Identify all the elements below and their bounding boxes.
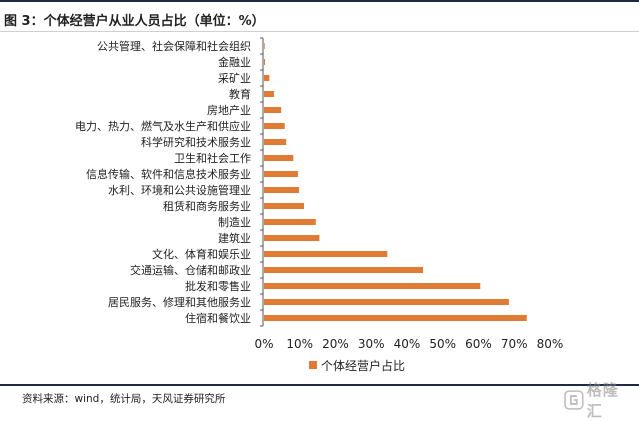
source-note: 资料来源：wind，统计局，天风证券研究所	[22, 393, 226, 405]
category-label: 教育	[229, 87, 251, 101]
bar	[264, 235, 320, 241]
bar-chart: 公共管理、社会保障和社会组织金融业采矿业教育房地产业电力、热力、燃气及水生产和供…	[75, 37, 564, 373]
bar	[264, 155, 294, 161]
bar	[264, 43, 265, 49]
bar	[264, 251, 388, 257]
watermark-text: 格隆汇	[586, 381, 619, 420]
x-tick-label: 70%	[501, 337, 528, 351]
x-tick-label: 50%	[429, 337, 456, 351]
bar	[264, 139, 287, 145]
bar	[264, 171, 298, 177]
category-label: 交通运输、仓储和邮政业	[130, 263, 251, 277]
bar	[264, 283, 481, 289]
bar	[264, 299, 509, 305]
gelonghui-logo-icon	[564, 390, 584, 410]
category-label: 批发和零售业	[185, 279, 251, 293]
bar	[264, 267, 424, 273]
bottom-rule	[0, 384, 639, 386]
bar	[264, 91, 275, 97]
category-label: 租赁和商务服务业	[163, 199, 251, 213]
bar	[264, 187, 300, 193]
category-label: 住宿和餐饮业	[185, 311, 251, 325]
category-label: 卫生和社会工作	[174, 151, 251, 165]
category-label: 电力、热力、燃气及水生产和供应业	[75, 119, 251, 133]
category-label: 居民服务、修理和其他服务业	[108, 295, 251, 309]
top-rule	[0, 0, 639, 2]
bar	[264, 107, 282, 113]
chart-title: 图 3：个体经营户从业人员占比（单位：%）	[4, 14, 265, 29]
legend-swatch	[309, 361, 317, 369]
x-tick-label: 30%	[358, 337, 385, 351]
title-divider	[0, 31, 639, 32]
legend-label: 个体经营户占比	[321, 358, 405, 373]
bar	[264, 59, 266, 65]
watermark: 格隆汇	[564, 381, 634, 420]
x-tick-label: 0%	[254, 337, 273, 351]
category-label: 制造业	[218, 215, 251, 229]
category-label: 金融业	[218, 55, 251, 69]
x-tick-label: 10%	[286, 337, 313, 351]
bar	[264, 219, 316, 225]
bar	[264, 315, 527, 321]
bar	[264, 123, 285, 129]
category-label: 采矿业	[218, 72, 251, 85]
x-tick-label: 80%	[537, 337, 564, 351]
x-tick-label: 60%	[465, 337, 492, 351]
category-label: 公共管理、社会保障和社会组织	[97, 39, 251, 53]
category-label: 科学研究和技术服务业	[141, 135, 251, 149]
bar	[264, 203, 305, 209]
category-label: 房地产业	[207, 103, 251, 117]
category-label: 水利、环境和公共设施管理业	[108, 183, 251, 197]
bar	[264, 75, 270, 81]
category-label: 建筑业	[218, 231, 251, 245]
category-label: 文化、体育和娱乐业	[152, 247, 251, 261]
x-tick-label: 40%	[394, 337, 421, 351]
category-label: 信息传输、软件和信息技术服务业	[86, 167, 251, 181]
x-tick-label: 20%	[322, 337, 349, 351]
